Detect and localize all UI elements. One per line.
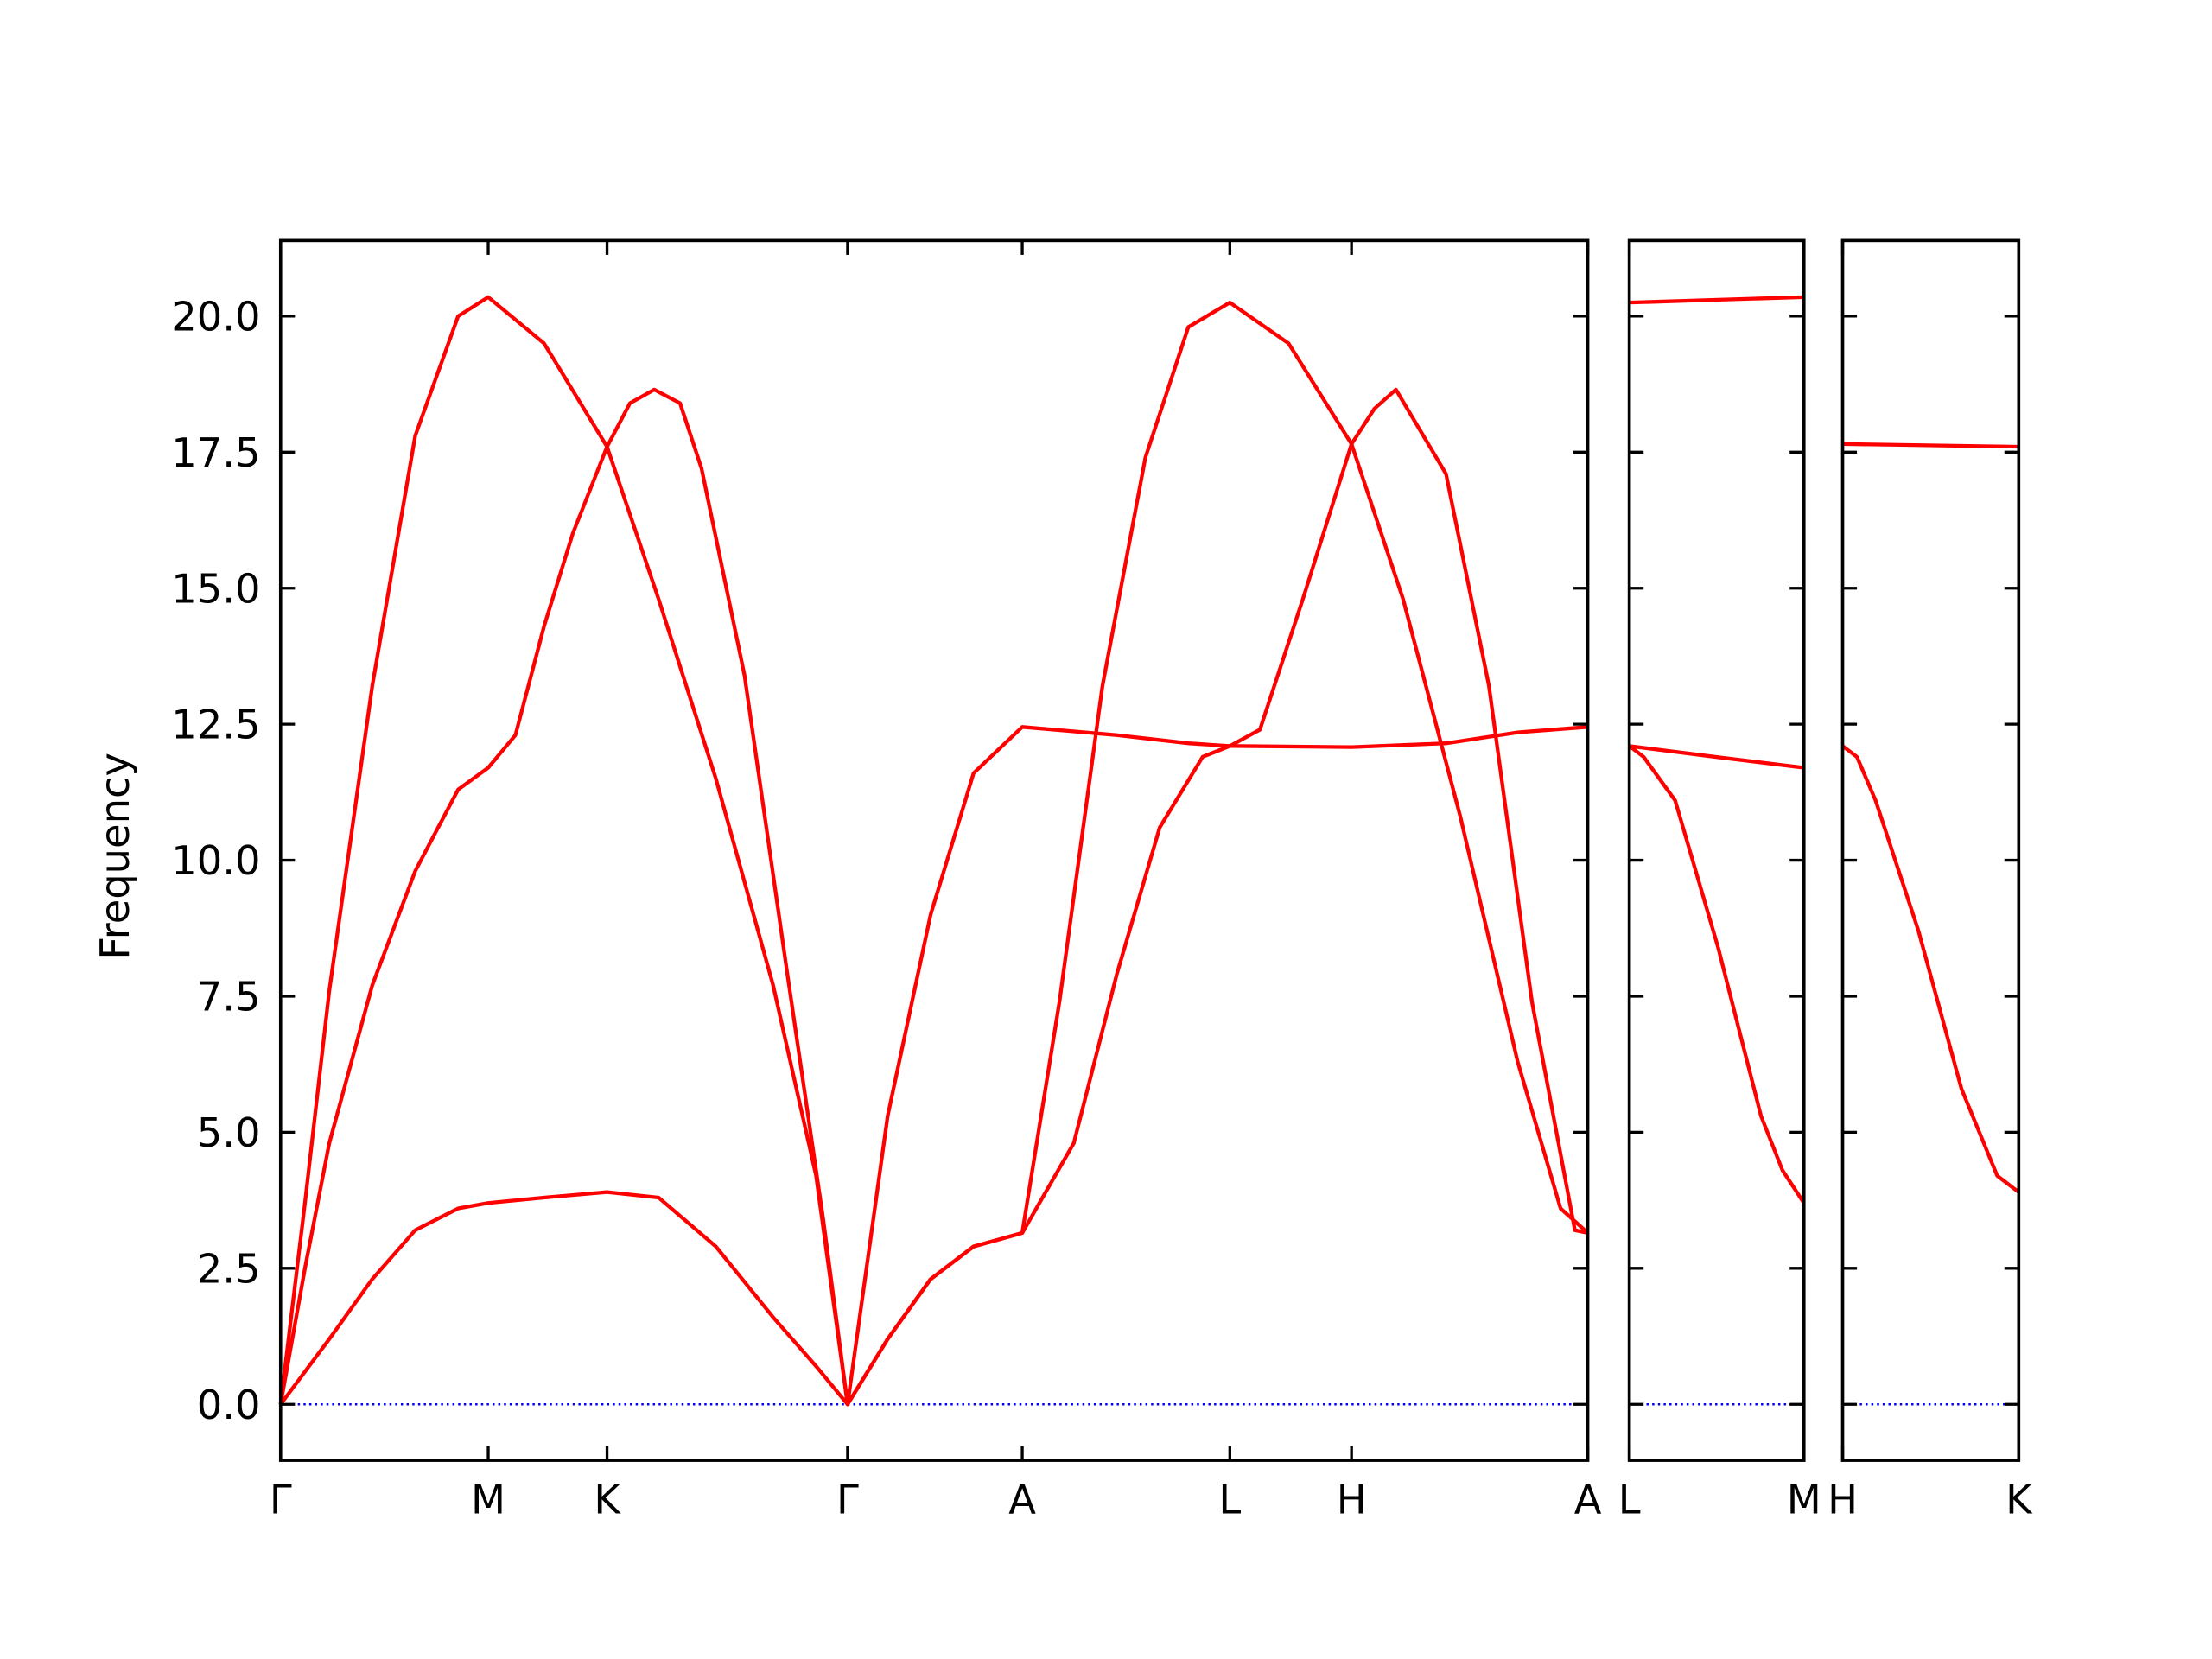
y-tick-label: 17.5 xyxy=(171,429,260,476)
x-tick-label: M xyxy=(1787,1476,1821,1522)
y-tick-label: 0.0 xyxy=(197,1382,261,1428)
x-tick-label: L xyxy=(1618,1476,1641,1522)
y-tick-label: 20.0 xyxy=(171,293,260,340)
band-line xyxy=(1629,295,1804,305)
y-tick-label: 12.5 xyxy=(171,702,260,748)
band-line xyxy=(1628,744,1806,1205)
x-tick-label: Γ xyxy=(270,1476,292,1522)
x-tick-label: H xyxy=(1337,1476,1367,1522)
y-axis-label: Frequency xyxy=(92,753,138,960)
y-tick-label: 7.5 xyxy=(197,974,261,1020)
x-tick-label: M xyxy=(471,1476,505,1522)
band-line xyxy=(1842,442,2019,449)
x-tick-label: Γ xyxy=(836,1476,859,1522)
x-tick-label: A xyxy=(1008,1476,1036,1522)
axes-frame xyxy=(278,238,1590,1462)
x-tick-label: H xyxy=(1827,1476,1858,1522)
x-tick-label: A xyxy=(1574,1476,1602,1522)
axes-frame xyxy=(1840,238,2021,1462)
y-tick-label: 5.0 xyxy=(197,1109,261,1156)
band-line xyxy=(1629,744,1805,770)
axes-frame xyxy=(1627,238,1806,1462)
x-tick-label: K xyxy=(594,1476,621,1522)
y-tick-label: 15.0 xyxy=(171,565,260,612)
y-tick-label: 10.0 xyxy=(171,837,260,884)
band-line xyxy=(1841,744,2020,1194)
band-line xyxy=(279,387,1589,1407)
y-tick-label: 2.5 xyxy=(197,1245,261,1292)
x-tick-label: L xyxy=(1218,1476,1241,1522)
band-line xyxy=(278,295,1588,1407)
band-line xyxy=(278,300,1590,1407)
x-tick-label: K xyxy=(2005,1476,2033,1522)
